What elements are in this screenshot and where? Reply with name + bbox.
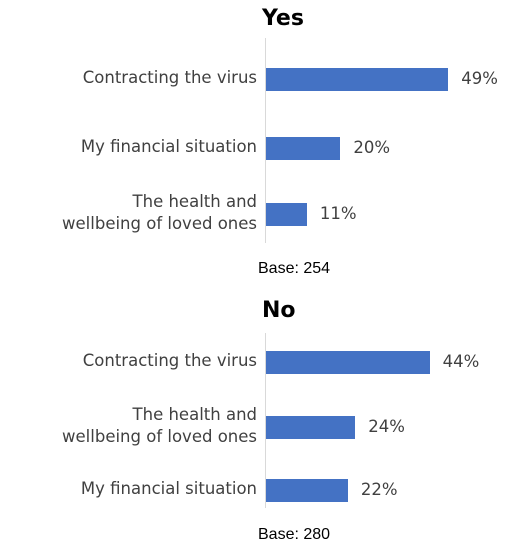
bar — [266, 350, 430, 374]
data-label: 49% — [461, 69, 498, 88]
category-label: Contracting the virus — [9, 350, 258, 372]
bar — [266, 415, 356, 439]
category-label-line: wellbeing of loved ones — [62, 427, 257, 446]
category-label-line: Contracting the virus — [82, 351, 257, 370]
category-label-line: wellbeing of loved ones — [62, 214, 257, 233]
panel-title: No — [262, 298, 296, 323]
category-label: My financial situation — [9, 136, 258, 158]
data-label: 44% — [442, 352, 480, 371]
category-label: The health and wellbeing of loved ones — [9, 191, 258, 235]
data-label: 11% — [319, 204, 357, 223]
base-note: Base: 254 — [258, 260, 331, 277]
bar — [266, 67, 449, 91]
data-label: 20% — [353, 138, 391, 157]
bar — [266, 478, 348, 502]
data-label: 22% — [360, 480, 398, 499]
category-axis-line — [265, 333, 266, 508]
base-note: Base: 280 — [258, 526, 331, 543]
category-label: The health and wellbeing of loved ones — [9, 404, 258, 448]
category-label-line: The health and — [132, 192, 257, 211]
bar — [266, 202, 307, 226]
category-label-line: My financial situation — [80, 479, 257, 498]
bar — [266, 136, 341, 160]
category-label-line: The health and — [132, 405, 257, 424]
category-label: Contracting the virus — [9, 67, 258, 89]
category-label: My financial situation — [9, 478, 258, 500]
category-axis-line — [265, 38, 266, 243]
category-label-line: Contracting the virus — [82, 68, 257, 87]
category-label-line: My financial situation — [80, 137, 257, 156]
panel-title: Yes — [262, 6, 304, 31]
data-label: 24% — [368, 417, 405, 436]
